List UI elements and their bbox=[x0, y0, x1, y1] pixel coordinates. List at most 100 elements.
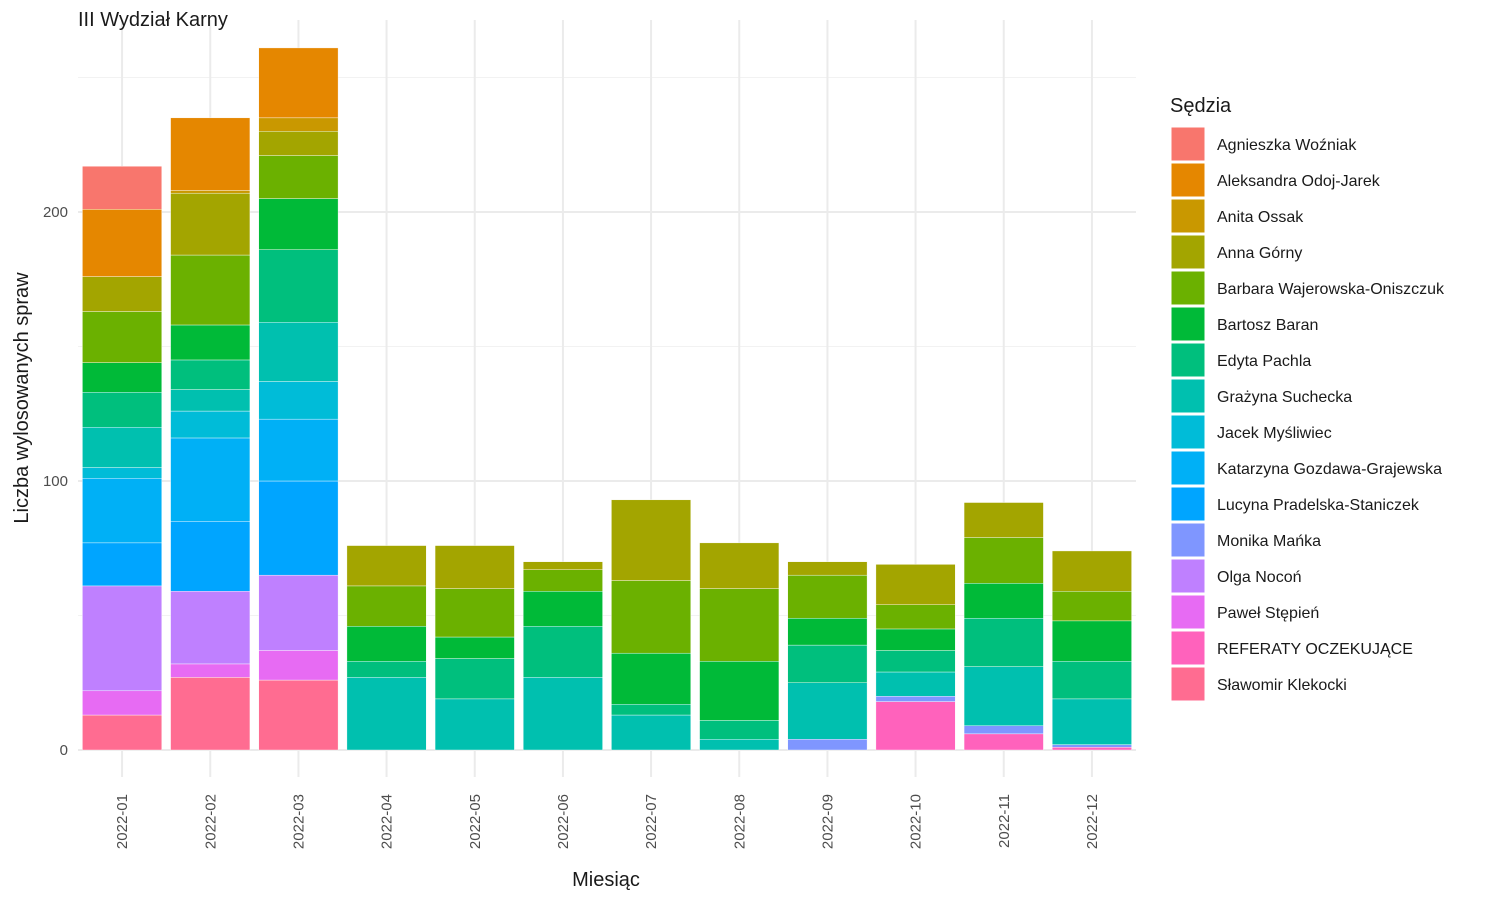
y-tick-label: 100 bbox=[43, 473, 68, 490]
bar-segment: Barbara Wajerowska-Oniszczuk — 2022-12: … bbox=[1052, 591, 1132, 622]
y-tick-label: 0 bbox=[60, 742, 68, 759]
legend-swatch bbox=[1170, 270, 1206, 306]
bar-segment: Edyta Pachla — 2022-10: 8 bbox=[875, 650, 956, 673]
bar-segment: Anna Górny — 2022-07: 30 bbox=[611, 499, 691, 581]
legend-label: Edyta Pachla bbox=[1217, 353, 1311, 370]
bar-segment: Barbara Wajerowska-Oniszczuk — 2022-03: … bbox=[258, 155, 339, 199]
legend-items: Agnieszka Woźniak Aleksandra Odoj-Jarek An… bbox=[1170, 126, 1445, 702]
bar-segment: Bartosz Baran — 2022-06: 13 bbox=[523, 591, 603, 627]
bar-segment: Olga Nocoń — 2022-03: 28 bbox=[258, 574, 339, 651]
bar-segment: Edyta Pachla — 2022-12: 14 bbox=[1052, 661, 1132, 700]
bar-segment: Edyta Pachla — 2022-04: 6 bbox=[346, 661, 427, 678]
bar-segment: Anna Górny — 2022-05: 16 bbox=[434, 545, 515, 589]
bar-segment: Aleksandra Odoj-Jarek — 2022-01: 25 bbox=[82, 209, 162, 277]
bar-segment: Anna Górny — 2022-11: 13 bbox=[963, 502, 1044, 538]
bar-segment: Grażyna Suchecka — 2022-05: 19 bbox=[434, 698, 515, 751]
bar-segment: Anita Ossak — 2022-02: 1 bbox=[170, 190, 251, 194]
legend-swatch bbox=[1170, 342, 1206, 378]
legend-label: Olga Nocoń bbox=[1217, 569, 1302, 586]
legend-label: Monika Mańka bbox=[1217, 533, 1321, 550]
legend: Sędzia Agnieszka Woźniak Aleksandra Odoj-… bbox=[1170, 95, 1445, 702]
bar-segment: Anna Górny — 2022-12: 15 bbox=[1052, 550, 1132, 592]
legend-swatch bbox=[1170, 198, 1206, 234]
bar-segment: Lucyna Pradelska-Staniczek — 2022-03: 35 bbox=[258, 480, 339, 576]
bar-segment: Edyta Pachla — 2022-06: 19 bbox=[523, 626, 603, 678]
bar-segment: Olga Nocoń — 2022-02: 27 bbox=[170, 591, 251, 665]
bar-segment: Bartosz Baran — 2022-12: 15 bbox=[1052, 620, 1132, 662]
legend-swatch bbox=[1170, 234, 1206, 270]
bar-segment: Grażyna Suchecka — 2022-06: 27 bbox=[523, 677, 603, 751]
bar-segment: Grażyna Suchecka — 2022-01: 15 bbox=[82, 427, 162, 468]
legend-label: Jacek Myśliwiec bbox=[1217, 425, 1332, 442]
bar-segment: Bartosz Baran — 2022-04: 13 bbox=[346, 626, 427, 662]
bar-segment: Barbara Wajerowska-Oniszczuk — 2022-05: … bbox=[434, 588, 515, 638]
x-tick-label: 2022-05 bbox=[467, 794, 484, 849]
bar-segment: Edyta Pachla — 2022-05: 15 bbox=[434, 658, 515, 700]
bar-segment: Bartosz Baran — 2022-08: 22 bbox=[699, 661, 780, 721]
bar-segment: Monika Mańka — 2022-10: 2 bbox=[875, 696, 956, 702]
bar-segment: Barbara Wajerowska-Oniszczuk — 2022-11: … bbox=[963, 537, 1044, 584]
legend-label: Barbara Wajerowska-Oniszczuk bbox=[1217, 281, 1445, 298]
x-tick-label: 2022-04 bbox=[379, 794, 396, 849]
x-tick-label: 2022-03 bbox=[290, 794, 307, 849]
bar-segment: Anna Górny — 2022-08: 17 bbox=[699, 542, 780, 589]
bar-segment: Katarzyna Gozdawa-Grajewska — 2022-03: 2… bbox=[258, 418, 339, 482]
legend-swatch bbox=[1170, 630, 1206, 666]
bar-segment: Jacek Myśliwiec — 2022-03: 14 bbox=[258, 381, 339, 420]
bars: Sławomir Klekocki — 2022-01: 13Paweł Stę… bbox=[82, 47, 1132, 751]
bar-segment: Barbara Wajerowska-Oniszczuk — 2022-09: … bbox=[787, 574, 868, 619]
bar-segment: Grażyna Suchecka — 2022-11: 22 bbox=[963, 666, 1044, 726]
legend-swatch bbox=[1170, 306, 1206, 342]
bar-segment: Edyta Pachla — 2022-07: 4 bbox=[611, 704, 691, 716]
bar-segment: Bartosz Baran — 2022-07: 19 bbox=[611, 652, 691, 705]
bar-segment: Barbara Wajerowska-Oniszczuk — 2022-01: … bbox=[82, 311, 162, 363]
x-tick-label: 2022-08 bbox=[731, 794, 748, 849]
bar-segment: Edyta Pachla — 2022-01: 13 bbox=[82, 392, 162, 428]
x-axis-title: Miesiąc bbox=[572, 869, 640, 891]
legend-label: REFERATY OCZEKUJĄCE bbox=[1217, 641, 1413, 658]
bar-segment: Monika Mańka — 2022-11: 3 bbox=[963, 725, 1044, 735]
bar-segment: Sławomir Klekocki — 2022-03: 26 bbox=[258, 679, 339, 751]
bar-segment: Grażyna Suchecka — 2022-08: 4 bbox=[699, 739, 780, 751]
legend-label: Paweł Stępień bbox=[1217, 605, 1319, 622]
bar-segment: Grażyna Suchecka — 2022-07: 13 bbox=[611, 714, 691, 751]
y-tick-labels: 0 100 200 bbox=[43, 204, 68, 759]
bar-segment: Bartosz Baran — 2022-01: 11 bbox=[82, 362, 162, 393]
bar-segment: Edyta Pachla — 2022-03: 27 bbox=[258, 249, 339, 323]
bar-segment: Grażyna Suchecka — 2022-03: 22 bbox=[258, 322, 339, 382]
bar-segment: Monika Mańka — 2022-09: 4 bbox=[787, 739, 868, 751]
legend-label: Agnieszka Woźniak bbox=[1217, 137, 1357, 154]
bar-segment: Anna Górny — 2022-03: 9 bbox=[258, 131, 339, 156]
x-tick-label: 2022-10 bbox=[908, 794, 925, 849]
bar-segment: REFERATY OCZEKUJĄCE — 2022-11: 6 bbox=[963, 733, 1044, 751]
bar-segment: Grażyna Suchecka — 2022-02: 8 bbox=[170, 389, 251, 412]
legend-label: Anna Górny bbox=[1217, 245, 1302, 262]
legend-label: Lucyna Pradelska-Staniczek bbox=[1217, 497, 1420, 514]
x-tick-label: 2022-09 bbox=[819, 794, 836, 849]
bar-segment: Barbara Wajerowska-Oniszczuk — 2022-08: … bbox=[699, 588, 780, 662]
legend-swatch bbox=[1170, 522, 1206, 558]
bar-segment: Sławomir Klekocki — 2022-02: 27 bbox=[170, 677, 251, 751]
bar-segment: Bartosz Baran — 2022-02: 13 bbox=[170, 324, 251, 361]
bar-segment: Jacek Myśliwiec — 2022-02: 10 bbox=[170, 410, 251, 439]
bar-segment: Anna Górny — 2022-06: 3 bbox=[523, 561, 603, 570]
x-tick-label: 2022-07 bbox=[643, 794, 660, 849]
bar-segment: Grażyna Suchecka — 2022-09: 21 bbox=[787, 682, 868, 740]
bar-segment: Lucyna Pradelska-Staniczek — 2022-02: 26 bbox=[170, 521, 251, 592]
bar-segment: Bartosz Baran — 2022-11: 13 bbox=[963, 583, 1044, 619]
legend-label: Bartosz Baran bbox=[1217, 317, 1318, 334]
bar-segment: Katarzyna Gozdawa-Grajewska — 2022-02: 3… bbox=[170, 437, 251, 522]
bar-segment: Edyta Pachla — 2022-02: 11 bbox=[170, 359, 251, 390]
bar-segment: Edyta Pachla — 2022-11: 18 bbox=[963, 617, 1044, 667]
bar-segment: Jacek Myśliwiec — 2022-01: 4 bbox=[82, 467, 162, 479]
bar-segment: Barbara Wajerowska-Oniszczuk — 2022-04: … bbox=[346, 585, 427, 627]
bar-segment: Lucyna Pradelska-Staniczek — 2022-01: 16 bbox=[82, 542, 162, 587]
legend-label: Anita Ossak bbox=[1217, 209, 1304, 226]
x-tick-label: 2022-02 bbox=[202, 794, 219, 849]
bar-segment: Paweł Stępień — 2022-02: 5 bbox=[170, 663, 251, 678]
bar-segment: Barbara Wajerowska-Oniszczuk — 2022-02: … bbox=[170, 254, 251, 326]
legend-label: Sławomir Klekocki bbox=[1217, 677, 1347, 694]
bar-segment: Grażyna Suchecka — 2022-10: 9 bbox=[875, 671, 956, 697]
legend-swatch bbox=[1170, 162, 1206, 198]
